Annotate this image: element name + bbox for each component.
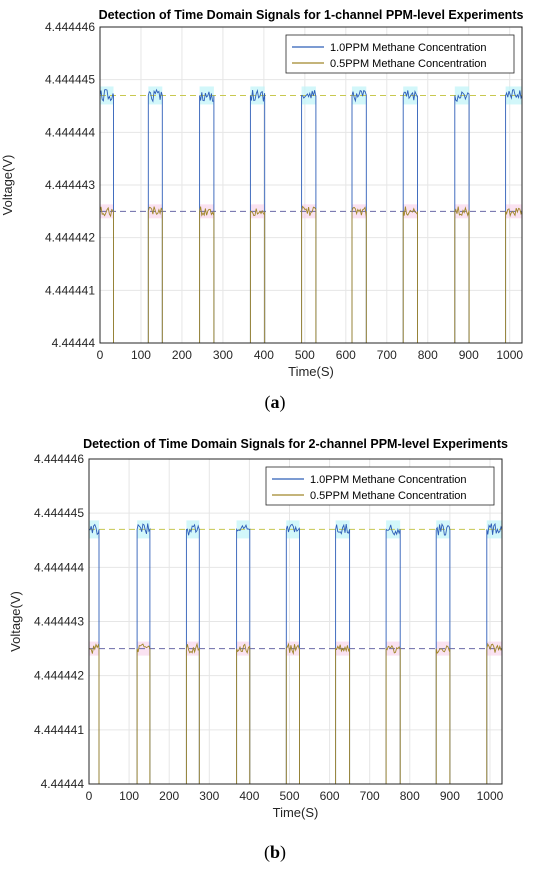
chart-a-xtick-label: 700 [377, 348, 397, 362]
chart-b-xtick-label: 600 [320, 789, 340, 803]
chart-b-ytick-label: 4.444445 [34, 506, 84, 520]
chart-b-xtick-label: 900 [440, 789, 460, 803]
chart-b-ytick-label: 4.44444 [41, 777, 85, 791]
chart-b-xtick-label: 200 [159, 789, 179, 803]
chart-a-xlabel: Time(S) [288, 364, 334, 379]
chart-a-title: Detection of Time Domain Signals for 1-c… [99, 8, 524, 22]
chart-b-ytick-label: 4.444443 [34, 615, 84, 629]
chart-a-ytick-label: 4.444445 [45, 73, 95, 87]
chart-b-xtick-label: 400 [239, 789, 259, 803]
chart-a-glow-low [199, 204, 214, 219]
chart-a-xtick-label: 900 [459, 348, 479, 362]
chart-panel-a: Detection of Time Domain Signals for 1-c… [0, 0, 550, 432]
chart-a-axes-box [99, 26, 523, 344]
chart-b-ytick-label: 4.444446 [34, 452, 84, 466]
chart-b-legend-label-1: 1.0PPM Methane Concentration [310, 474, 467, 486]
chart-a-xtick-label: 300 [213, 348, 233, 362]
chart-a-ytick-label: 4.444441 [45, 283, 95, 297]
chart-b-xtick-label: 0 [86, 789, 93, 803]
chart-b-xtick-label: 700 [360, 789, 380, 803]
chart-b-xtick-label: 500 [279, 789, 299, 803]
chart-b-xtick-label: 300 [199, 789, 219, 803]
chart-b-ylabel: Voltage(V) [8, 591, 23, 652]
chart-a-xtick-label: 1000 [496, 348, 523, 362]
chart-a-legend-label-1: 1.0PPM Methane Concentration [330, 42, 487, 54]
chart-b-legend-label-2: 0.5PPM Methane Concentration [310, 490, 467, 502]
chart-a-legend [285, 34, 515, 74]
chart-b-ytick-label: 4.444444 [34, 560, 84, 574]
chart-b-svg: Detection of Time Domain Signals for 2-c… [8, 437, 508, 820]
caption-b-label: b [269, 842, 280, 862]
caption-a: (a) [264, 392, 286, 412]
chart-a-xtick-label: 400 [254, 348, 274, 362]
chart-panel-b: Detection of Time Domain Signals for 2-c… [0, 432, 550, 875]
caption-b: (b) [263, 842, 286, 862]
chart-b-axes-box [88, 458, 503, 785]
chart-b-xtick-label: 800 [400, 789, 420, 803]
chart-b-xtick-label: 100 [119, 789, 139, 803]
chart-a-legend-label-2: 0.5PPM Methane Concentration [330, 58, 487, 70]
chart-a-xtick-label: 200 [172, 348, 192, 362]
chart-a-xtick-label: 100 [131, 348, 151, 362]
chart-a-ylabel: Voltage(V) [0, 155, 15, 216]
chart-a-series-1-line [99, 88, 523, 344]
chart-b-legend [265, 466, 495, 506]
chart-a-ytick-label: 4.44444 [52, 336, 96, 350]
chart-a-svg: Detection of Time Domain Signals for 1-c… [0, 8, 524, 379]
chart-a-ytick-label: 4.444442 [45, 231, 95, 245]
chart-b-xtick-label: 1000 [477, 789, 504, 803]
chart-a-xtick-label: 800 [418, 348, 438, 362]
chart-a-xtick-label: 0 [97, 348, 104, 362]
chart-a-ytick-label: 4.444446 [45, 20, 95, 34]
caption-a-label: a [270, 392, 280, 412]
chart-b-ytick-label: 4.444442 [34, 669, 84, 683]
chart-b-title: Detection of Time Domain Signals for 2-c… [83, 437, 508, 451]
chart-a-series-2-line [99, 205, 523, 344]
chart-a-xtick-label: 600 [336, 348, 356, 362]
chart-b-ytick-label: 4.444441 [34, 723, 84, 737]
chart-a-ytick-label: 4.444444 [45, 125, 95, 139]
chart-a-xtick-label: 500 [295, 348, 315, 362]
chart-a-ytick-label: 4.444443 [45, 178, 95, 192]
chart-b-series-1-line [88, 522, 503, 785]
chart-b-xlabel: Time(S) [273, 805, 319, 820]
chart-b-series-2-line [88, 642, 503, 785]
